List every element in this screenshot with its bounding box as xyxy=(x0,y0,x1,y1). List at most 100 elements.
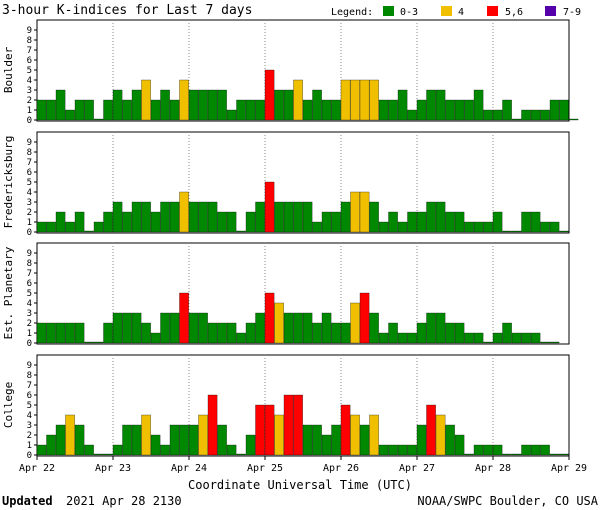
k-index-bar xyxy=(502,322,512,344)
y-tick-label: 5 xyxy=(27,289,32,299)
y-tick-label: 1 xyxy=(27,218,32,228)
source-credit: NOAA/SWPC Boulder, CO USA xyxy=(417,494,598,508)
k-index-bar xyxy=(530,332,541,344)
k-index-bar xyxy=(340,322,351,344)
y-tick-label: 3 xyxy=(27,86,32,96)
k-index-bar xyxy=(454,99,465,121)
k-index-bar xyxy=(36,444,47,456)
k-index-bar xyxy=(264,69,275,121)
y-tick-label: 8 xyxy=(27,371,32,381)
k-index-bar xyxy=(445,322,455,344)
k-index-bar xyxy=(103,99,113,121)
k-index-bar xyxy=(435,414,446,456)
k-index-bar xyxy=(340,79,351,121)
k-index-bar xyxy=(93,453,104,456)
k-index-bar xyxy=(255,99,265,121)
k-index-bar xyxy=(369,201,379,233)
y-tick-label: 2 xyxy=(27,319,32,329)
x-tick-label: Apr 22 xyxy=(19,463,55,474)
k-index-bar xyxy=(350,191,360,233)
y-tick-label: 4 xyxy=(27,411,32,421)
legend-swatch-2 xyxy=(441,6,452,16)
k-index-bar xyxy=(416,322,427,344)
k-index-bar xyxy=(426,312,436,344)
k-index-bar xyxy=(426,404,436,456)
k-index-bar xyxy=(540,341,550,344)
x-tick-label: Apr 27 xyxy=(399,463,435,474)
k-index-bar xyxy=(340,404,351,456)
legend-label-1: 0-3 xyxy=(400,7,418,18)
k-index-bar xyxy=(416,211,427,233)
k-index-bar xyxy=(236,453,246,456)
k-index-bar xyxy=(74,99,85,121)
y-tick-label: 4 xyxy=(27,188,32,198)
y-tick-label: 8 xyxy=(27,259,32,269)
legend-label-4: 7-9 xyxy=(563,7,581,18)
k-index-bar xyxy=(84,99,94,121)
k-index-bar xyxy=(483,444,493,456)
k-index-bar xyxy=(359,191,370,233)
k-index-bar xyxy=(331,211,341,233)
k-index-bar xyxy=(198,89,208,121)
k-index-bar xyxy=(388,444,398,456)
y-tick-label: 0 xyxy=(27,228,32,238)
k-index-bar xyxy=(93,341,104,344)
k-index-bar xyxy=(55,89,66,121)
k-index-bar xyxy=(302,312,313,344)
k-index-bar xyxy=(340,201,351,233)
k-index-bar xyxy=(283,89,294,121)
k-index-bar xyxy=(93,118,104,121)
k-index-bar xyxy=(549,99,560,121)
k-index-bar xyxy=(36,221,47,233)
k-index-bar xyxy=(397,332,408,344)
k-index-bar xyxy=(321,211,332,233)
y-tick-label: 6 xyxy=(27,391,32,401)
y-tick-label: 9 xyxy=(27,26,32,36)
y-tick-label: 6 xyxy=(27,56,32,66)
k-index-bar xyxy=(169,424,180,456)
k-index-bar xyxy=(397,221,408,233)
k-index-bar xyxy=(122,312,132,344)
k-index-bar xyxy=(264,292,275,344)
y-tick-label: 3 xyxy=(27,309,32,319)
k-index-bar xyxy=(264,181,275,233)
k-index-bar xyxy=(378,99,389,121)
k-index-bar xyxy=(65,322,75,344)
k-index-bar xyxy=(407,109,417,121)
k-index-bar xyxy=(112,89,123,121)
k-index-bar xyxy=(217,322,227,344)
y-tick-label: 7 xyxy=(27,269,32,279)
y-tick-label: 0 xyxy=(27,339,32,349)
k-index-bar xyxy=(511,230,522,233)
x-tick-label: Apr 28 xyxy=(475,463,511,474)
k-index-bar xyxy=(55,322,66,344)
k-index-bar xyxy=(150,99,161,121)
k-index-bar xyxy=(36,99,47,121)
k-index-bar xyxy=(312,89,322,121)
k-index-bar xyxy=(416,424,427,456)
k-index-bar xyxy=(559,453,569,456)
k-index-bar xyxy=(226,109,237,121)
k-index-bar xyxy=(559,230,569,233)
k-index-bar xyxy=(160,312,170,344)
k-index-bar xyxy=(359,424,370,456)
k-index-bar xyxy=(141,79,151,121)
k-index-bar xyxy=(93,221,104,233)
series-label: Fredericksburg xyxy=(2,136,15,229)
k-index-bar xyxy=(245,211,256,233)
k-index-bar xyxy=(179,424,189,456)
y-tick-label: 5 xyxy=(27,66,32,76)
k-index-bar xyxy=(350,79,360,121)
x-tick-label: Apr 25 xyxy=(247,463,283,474)
k-index-bar xyxy=(302,424,313,456)
k-index-bar xyxy=(530,109,541,121)
k-index-bar xyxy=(321,434,332,456)
k-index-bar xyxy=(502,453,512,456)
y-tick-label: 3 xyxy=(27,198,32,208)
legend-label-3: 5,6 xyxy=(505,7,523,18)
k-index-bar xyxy=(549,221,560,233)
k-index-bar xyxy=(255,404,265,456)
k-index-bar xyxy=(331,322,341,344)
